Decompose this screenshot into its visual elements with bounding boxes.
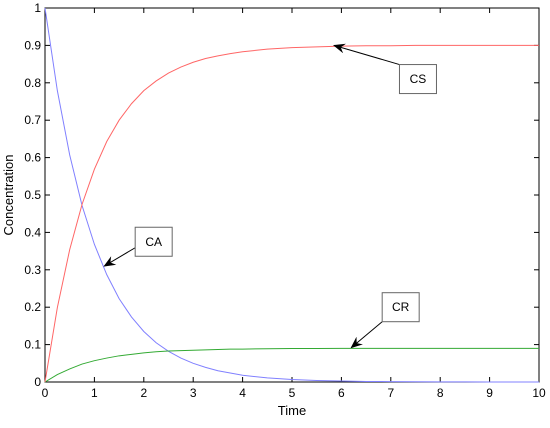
x-tick-label: 0 xyxy=(42,386,49,400)
series-line-cr xyxy=(44,347,539,383)
annotation-cs: CS xyxy=(333,43,437,95)
annotation-label: CA xyxy=(145,235,162,249)
x-tick-label: 2 xyxy=(140,386,147,400)
y-tick-label: 0.1 xyxy=(24,338,41,352)
x-tick-label: 6 xyxy=(338,386,345,400)
annotation-box xyxy=(381,292,420,323)
y-tick-label: 0.5 xyxy=(24,188,41,202)
y-tick-label: 0.7 xyxy=(24,113,41,127)
y-tick-label: 0.9 xyxy=(24,38,41,52)
series xyxy=(44,7,540,383)
x-tick-label: 8 xyxy=(437,386,444,400)
annotation-ca: CA xyxy=(103,226,173,267)
plot-area xyxy=(44,7,540,383)
y-tick-label: 1 xyxy=(34,1,41,15)
x-tick-label: 5 xyxy=(289,386,296,400)
ticks: 0 1 2 3 4 5 6 7 8 9 10 0 0.1 0.2 0.3 0.4 0.5 0.6 0.7 0.8 0.9… xyxy=(24,1,546,400)
y-tick-label: 0.2 xyxy=(24,300,41,314)
y-tick-label: 0 xyxy=(34,375,41,389)
annotation-box xyxy=(134,226,173,257)
y-axis-label: Concentration xyxy=(1,155,16,236)
series-line-cs xyxy=(44,44,539,383)
annotation-arrow xyxy=(350,321,383,349)
annotations: CS CA CR xyxy=(103,43,437,349)
annotation-box xyxy=(398,64,437,95)
annotation-arrow xyxy=(333,43,400,66)
y-tick-label: 0.3 xyxy=(24,263,41,277)
annotation-label: CR xyxy=(392,300,410,314)
y-tick-label: 0.6 xyxy=(24,151,41,165)
annotation-label: CS xyxy=(410,72,427,86)
x-tick-label: 10 xyxy=(532,386,546,400)
annotation-arrow xyxy=(103,247,136,267)
x-tick-label: 4 xyxy=(239,386,246,400)
x-tick-label: 3 xyxy=(190,386,197,400)
annotation-cr: CR xyxy=(350,292,420,349)
x-axis-label: Time xyxy=(278,403,306,418)
x-tick-label: 9 xyxy=(486,386,493,400)
series-line-ca xyxy=(44,7,540,383)
y-tick-label: 0.8 xyxy=(24,76,41,90)
y-tick-label: 0.4 xyxy=(24,225,41,239)
x-tick-label: 7 xyxy=(387,386,394,400)
x-tick-label: 1 xyxy=(91,386,98,400)
